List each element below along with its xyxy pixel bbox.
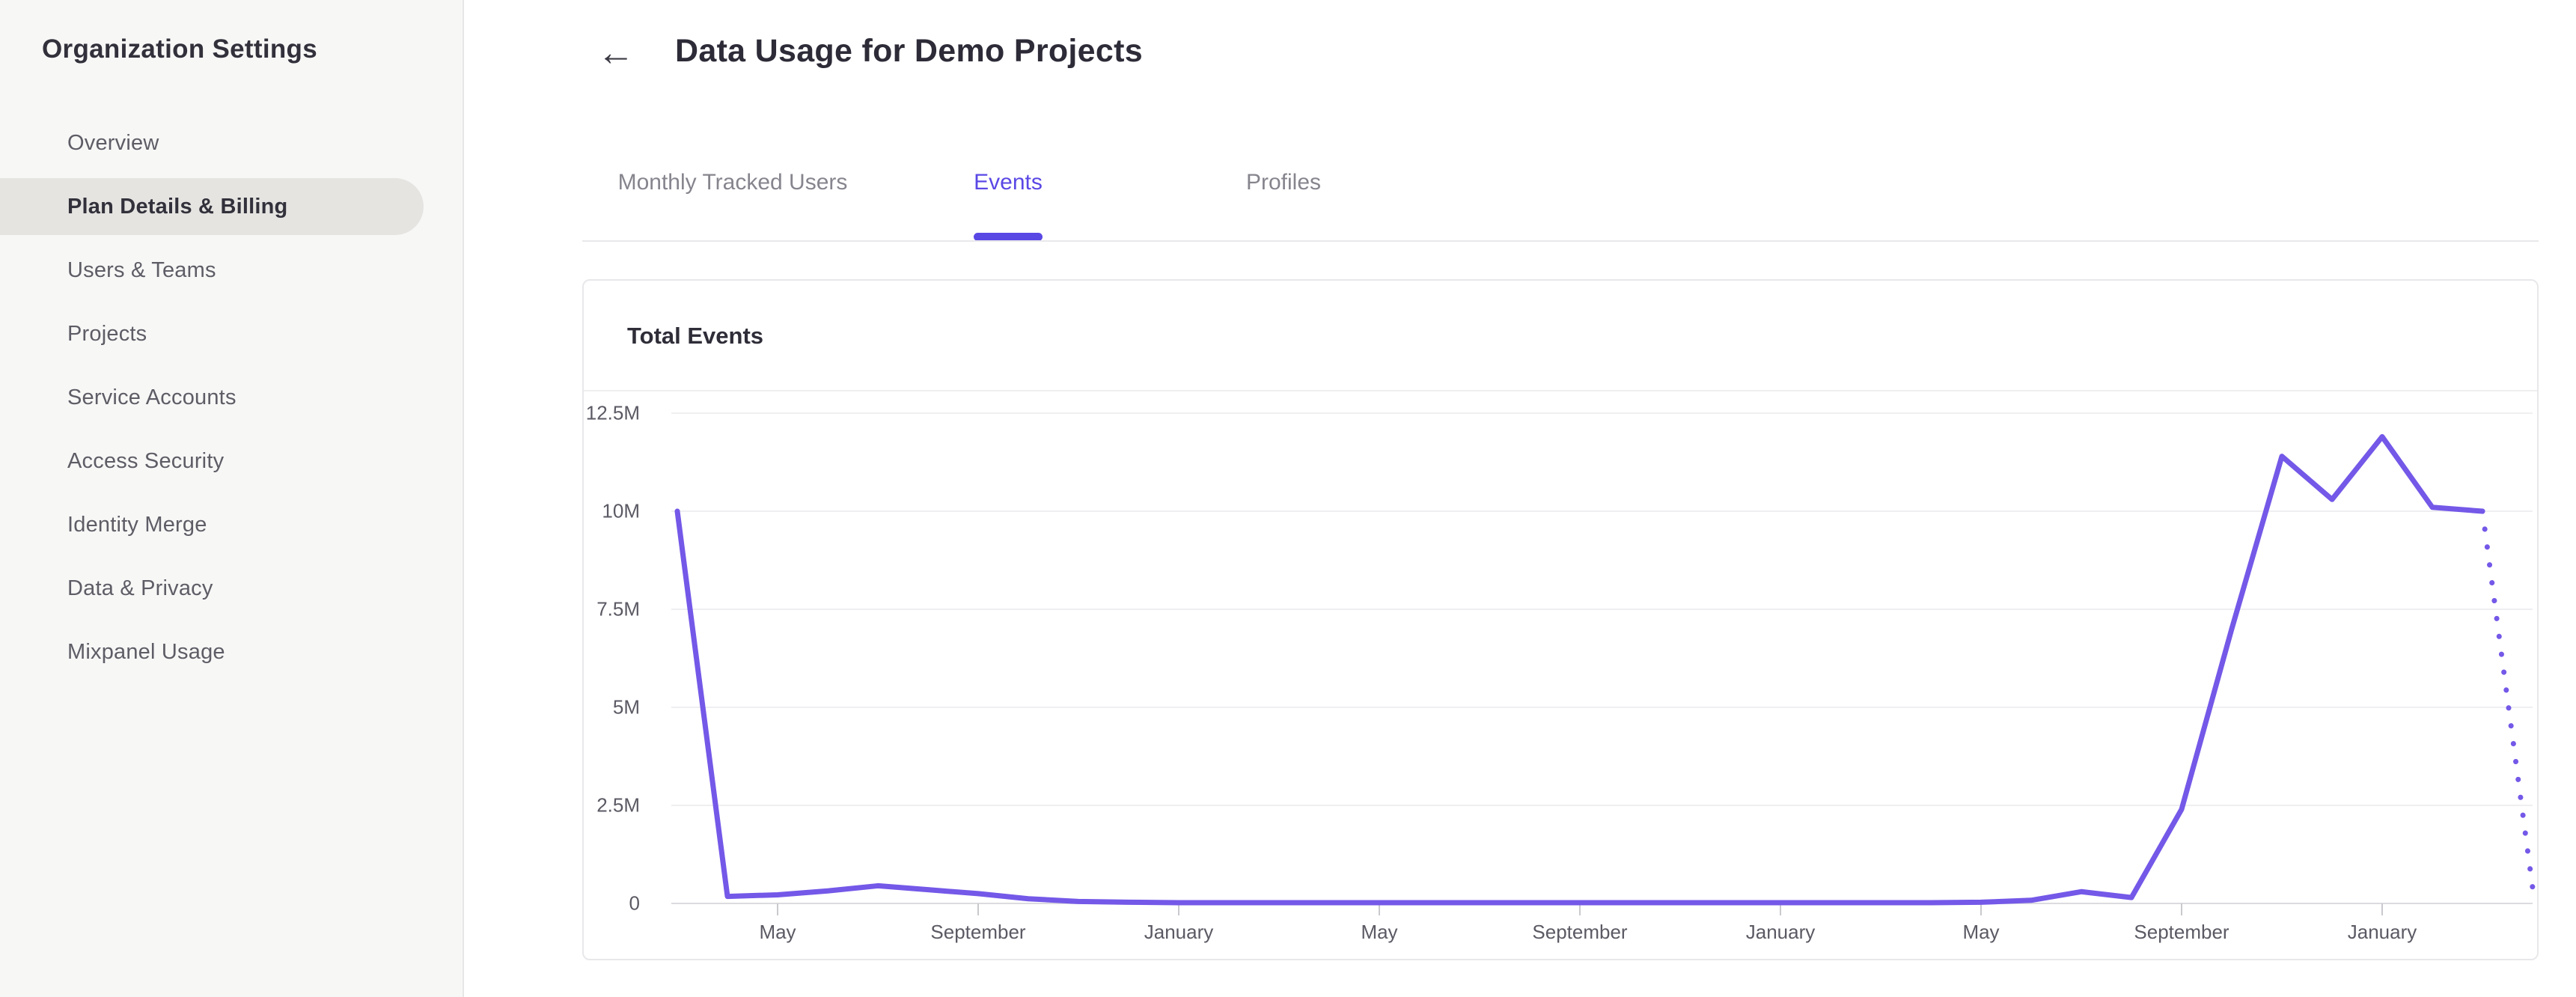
y-axis-label: 7.5M bbox=[596, 597, 640, 621]
x-axis-label: January bbox=[2347, 921, 2417, 943]
tab-bar: Monthly Tracked Users Events Profiles bbox=[595, 169, 1421, 241]
chart-title: Total Events bbox=[627, 323, 764, 349]
sidebar-title: Organization Settings bbox=[42, 34, 317, 64]
events-line-chart bbox=[671, 412, 2536, 915]
x-axis-label: January bbox=[1745, 921, 1816, 943]
sidebar-item-identity-merge[interactable]: Identity Merge bbox=[67, 512, 207, 537]
sidebar-item-projects[interactable]: Projects bbox=[67, 321, 147, 346]
x-axis-label: September bbox=[1532, 921, 1628, 943]
tab-divider bbox=[582, 240, 2539, 242]
x-axis-label: May bbox=[759, 921, 796, 943]
y-axis-label: 0 bbox=[629, 891, 640, 915]
x-axis-label: May bbox=[1361, 921, 1398, 943]
sidebar-item-users-teams[interactable]: Users & Teams bbox=[67, 257, 216, 282]
sidebar-item-access-security[interactable]: Access Security bbox=[67, 448, 225, 473]
tab-monthly-tracked-users[interactable]: Monthly Tracked Users bbox=[595, 169, 870, 241]
x-axis-label: September bbox=[930, 921, 1026, 943]
tab-events[interactable]: Events bbox=[870, 169, 1146, 241]
card-divider bbox=[584, 390, 2537, 391]
sidebar-item-mixpanel-usage[interactable]: Mixpanel Usage bbox=[67, 639, 225, 664]
sidebar: Organization Settings Overview Plan Detai… bbox=[0, 0, 464, 997]
tab-label: Monthly Tracked Users bbox=[617, 170, 848, 195]
total-events-line bbox=[674, 433, 2485, 906]
tab-label: Events bbox=[974, 169, 1043, 241]
sidebar-item-service-accounts[interactable]: Service Accounts bbox=[67, 385, 236, 409]
tab-profiles[interactable]: Profiles bbox=[1146, 169, 1421, 241]
total-events-line-projected-dotted bbox=[2479, 508, 2536, 891]
total-events-card: Total Events 0 2.5M 5M 7.5M 10M 12.5M May Septe… bbox=[582, 279, 2539, 960]
sidebar-item-plan-details-billing[interactable]: Plan Details & Billing bbox=[0, 178, 424, 235]
sidebar-nav: Overview Plan Details & Billing Users & Te… bbox=[0, 115, 463, 687]
y-axis-label: 12.5M bbox=[585, 401, 640, 424]
sidebar-item-data-privacy[interactable]: Data & Privacy bbox=[67, 576, 213, 600]
y-axis-label: 2.5M bbox=[596, 793, 640, 817]
x-axis-label: September bbox=[2134, 921, 2229, 943]
page-title: Data Usage for Demo Projects bbox=[675, 33, 1143, 69]
x-axis-label: May bbox=[1962, 921, 2000, 943]
x-axis-label: January bbox=[1144, 921, 1214, 943]
tab-label: Profiles bbox=[1245, 170, 1322, 195]
y-axis-label: 5M bbox=[612, 695, 640, 719]
back-button[interactable]: ← bbox=[597, 31, 635, 73]
y-axis-label: 10M bbox=[602, 499, 640, 522]
sidebar-item-overview[interactable]: Overview bbox=[67, 130, 159, 155]
